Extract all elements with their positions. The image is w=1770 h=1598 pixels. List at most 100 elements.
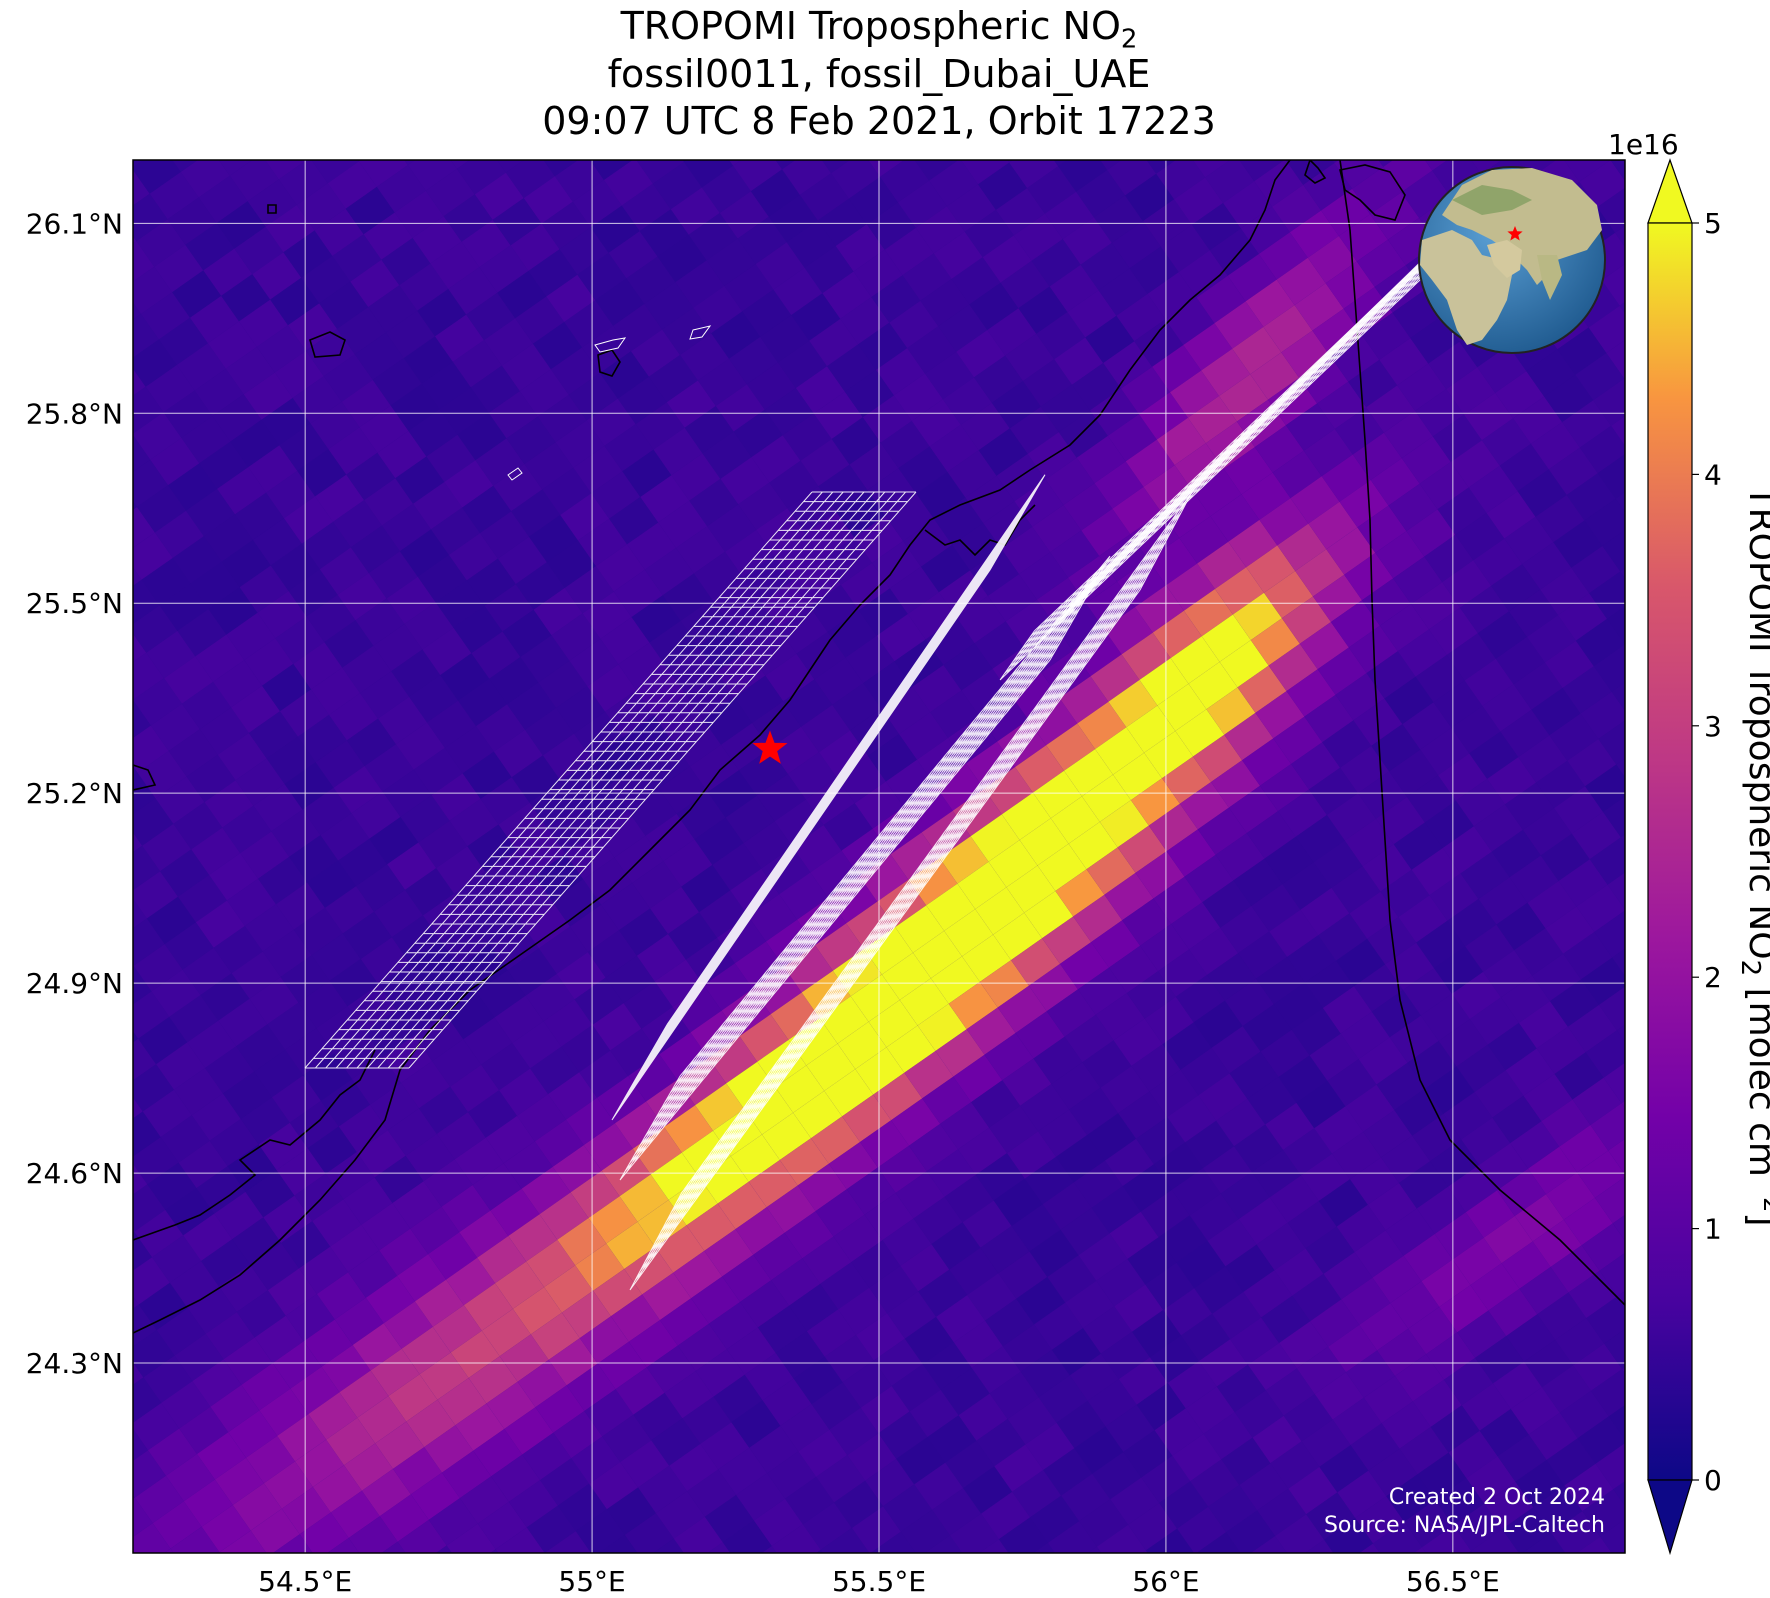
- no2-pixel: [589, 1462, 639, 1510]
- no2-pixel: [574, 711, 623, 760]
- axis-ticks: 54.5°E 55°E 55.5°E 56°E 56.5°E26.1°N25.8°N25…: [26, 207, 1500, 1598]
- no2-pixel: [777, 75, 826, 122]
- no2-pixel: [1575, 353, 1625, 401]
- no2-pixel: [427, 966, 477, 1014]
- no2-pixel: [474, 172, 524, 220]
- no2-pixel: [329, 693, 378, 741]
- no2-pixel: [1341, 1277, 1391, 1325]
- no2-pixel: [1581, 1223, 1625, 1271]
- no2-pixel: [81, 1399, 130, 1446]
- no2-pixel: [173, 802, 223, 850]
- no2-pixel: [540, 1458, 590, 1506]
- no2-pixel: [1340, 1011, 1390, 1060]
- no2-pixel: [1104, 872, 1154, 921]
- no2-pixel: [279, 423, 329, 471]
- no2-pixel: [1211, 760, 1260, 808]
- no2-pixel: [490, 1188, 540, 1236]
- no2-pixel: [404, 160, 416, 166]
- no2-pixel: [969, 282, 1019, 330]
- no2-pixel: [323, 89, 372, 136]
- no2-pixel: [586, 398, 636, 446]
- no2-pixel: [250, 1508, 300, 1553]
- no2-pixel: [636, 934, 686, 982]
- no2-pixel: [1305, 1539, 1334, 1553]
- no2-pixel: [1179, 516, 1229, 564]
- no2-pixel: [1501, 975, 1550, 1023]
- no2-pixel: [844, 104, 893, 151]
- no2-pixel: [1571, 546, 1621, 594]
- no2-pixel: [548, 1338, 598, 1386]
- no2-pixel: [560, 493, 610, 541]
- no2-pixel: [1159, 1481, 1209, 1529]
- no2-pixel: [284, 762, 334, 810]
- no2-pixel: [206, 1578, 255, 1598]
- no2-pixel: [1437, 487, 1487, 535]
- no2-pixel: [1433, 680, 1483, 728]
- no2-pixel: [1603, 1062, 1625, 1104]
- no2-pixel: [390, 383, 440, 431]
- no2-pixel: [713, 1374, 763, 1423]
- no2-pixel: [1473, 804, 1523, 852]
- no2-pixel: [1024, 1156, 1074, 1205]
- no2-pixel: [297, 449, 347, 497]
- no2-pixel: [1446, 367, 1496, 415]
- no2-pixel: [556, 686, 606, 734]
- no2-pixel: [301, 256, 351, 304]
- no2-pixel: [701, 165, 751, 213]
- no2-pixel: [328, 427, 378, 475]
- no2-pixel: [542, 467, 592, 515]
- no2-pixel: [870, 1531, 916, 1553]
- no2-pixel: [1147, 272, 1197, 320]
- no2-pixel: [762, 1378, 812, 1426]
- no2-pixel: [897, 180, 947, 228]
- no2-pixel: [1175, 975, 1225, 1023]
- no2-pixel: [1554, 786, 1603, 834]
- no2-pixel: [452, 340, 502, 388]
- no2-pixel: [63, 1108, 112, 1155]
- no2-pixel: [267, 1268, 317, 1316]
- no2-pixel: [1589, 571, 1625, 619]
- no2-pixel: [133, 241, 155, 282]
- no2-pixel: [1176, 1240, 1226, 1289]
- no2-pixel: [551, 613, 601, 661]
- no2-pixel: [1095, 993, 1145, 1041]
- no2-pixel: [1143, 465, 1193, 513]
- no2-pixel: [263, 1461, 313, 1509]
- no2-pixel: [517, 1094, 566, 1142]
- no2-pixel: [271, 809, 321, 857]
- no2-pixel: [659, 1298, 709, 1346]
- no2-pixel: [1482, 684, 1532, 732]
- no2-pixel: [133, 1031, 139, 1043]
- no2-pixel: [904, 1051, 954, 1099]
- no2-pixel: [1123, 1430, 1173, 1478]
- no2-pixel: [1250, 87, 1299, 134]
- no2-pixel: [221, 540, 271, 588]
- no2-pixel: [1367, 917, 1417, 965]
- no2-pixel: [495, 1527, 545, 1553]
- no2-pixel: [1262, 1562, 1311, 1598]
- no2-pixel: [1038, 1109, 1088, 1157]
- no2-pixel: [248, 711, 298, 759]
- no2-pixel: [699, 1156, 749, 1204]
- no2-pixel: [1144, 996, 1194, 1045]
- no2-pixel: [1170, 370, 1219, 418]
- no2-pixel: [1411, 582, 1460, 630]
- no2-pixel: [939, 836, 989, 884]
- no2-pixel: [743, 821, 793, 869]
- no2-pixel: [133, 766, 138, 777]
- no2-pixel: [773, 267, 823, 316]
- site-marker-star[interactable]: [752, 730, 788, 764]
- colorbar-tick-label: 3: [1704, 710, 1722, 743]
- no2-pixel: [399, 263, 449, 311]
- no2-pixel: [971, 1346, 1021, 1394]
- no2-pixel: [530, 1046, 580, 1095]
- no2-pixel: [876, 614, 926, 662]
- coastline-path: [924, 504, 1036, 557]
- no2-pixel: [730, 1134, 780, 1182]
- no2-pixel: [1006, 865, 1056, 913]
- no2-pixel: [168, 463, 218, 511]
- no2-pixel: [311, 160, 359, 184]
- no2-pixel: [223, 1071, 272, 1119]
- no2-pixel: [986, 1565, 1035, 1598]
- no2-pixel: [350, 525, 400, 573]
